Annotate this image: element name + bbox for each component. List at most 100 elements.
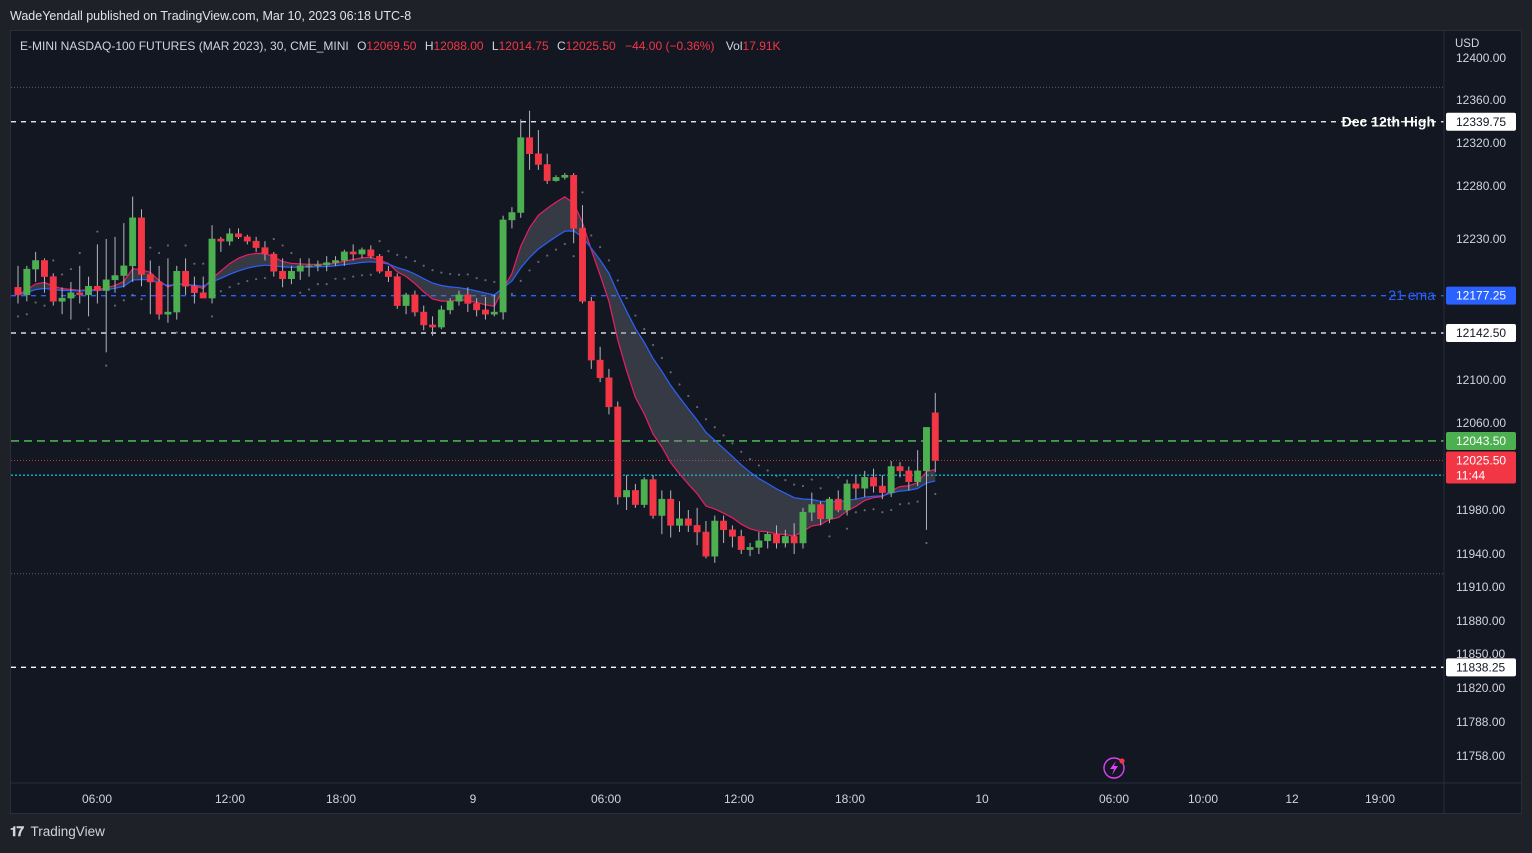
price-tags-layer: 12339.75 12177.25 12142.50 12043.50 11838.25… xyxy=(1446,112,1516,677)
candle-body xyxy=(23,268,31,296)
candle-body xyxy=(526,137,534,154)
candle-body xyxy=(384,270,392,277)
candle-body xyxy=(85,286,93,296)
candle-body xyxy=(14,287,22,296)
candle-body xyxy=(790,536,798,544)
trail-dot xyxy=(228,286,231,289)
trail-dot xyxy=(61,273,64,276)
candle-body xyxy=(623,490,631,498)
candle-body xyxy=(579,228,586,302)
trail-dot xyxy=(837,476,840,479)
trail-dot xyxy=(907,502,910,505)
trail-dot xyxy=(440,271,443,274)
tradingview-footer[interactable]: 𝟏𝟕 TradingView xyxy=(10,824,105,840)
trail-dot xyxy=(704,418,708,421)
x-tick-label: 06:00 xyxy=(591,792,621,806)
symbol-name[interactable]: E-MINI NASDAQ-100 FUTURES (MAR 2023), 30… xyxy=(20,39,349,53)
y-tick-label: 11880.00 xyxy=(1456,614,1505,628)
trail-dot xyxy=(263,276,267,280)
price-tag-bg xyxy=(1446,658,1516,677)
trail-dot xyxy=(457,273,461,276)
candle-body xyxy=(420,311,428,326)
chart-frame[interactable] xyxy=(10,30,1522,814)
trail-dot xyxy=(590,234,593,237)
candle-body xyxy=(455,294,463,302)
candle-body xyxy=(235,233,242,238)
price-tag: 12142.50 xyxy=(1456,326,1506,340)
trail-dot xyxy=(343,277,346,280)
trail-dot xyxy=(748,458,752,461)
candle-body xyxy=(173,270,181,313)
trail-dot xyxy=(581,191,584,194)
trail-dot xyxy=(255,278,258,281)
x-tick-label: 9 xyxy=(470,792,477,806)
candle-body xyxy=(587,301,595,361)
trail-dot xyxy=(801,484,805,488)
candle-body xyxy=(41,260,48,277)
candle-body xyxy=(367,249,375,257)
trail-dot xyxy=(616,279,619,282)
volume-value: 17.91K xyxy=(742,39,781,53)
trail-dot xyxy=(422,264,425,267)
trail-dot xyxy=(158,251,161,255)
high-label: H xyxy=(424,39,434,53)
candle-body xyxy=(323,262,331,266)
trail-dot xyxy=(290,251,293,255)
ema-band-fill xyxy=(18,196,936,537)
candle-body xyxy=(755,540,763,548)
candle-body xyxy=(614,406,622,498)
symbol-legend[interactable]: E-MINI NASDAQ-100 FUTURES (MAR 2023), 30… xyxy=(20,39,781,53)
trail-dot xyxy=(819,487,822,490)
trail-dot xyxy=(528,269,531,272)
candle-body xyxy=(138,217,145,275)
trail-dot xyxy=(431,269,434,272)
candle-body xyxy=(905,470,913,482)
candle-body xyxy=(190,286,198,293)
candle-body xyxy=(332,260,339,263)
candle-body xyxy=(517,137,525,213)
trail-dot xyxy=(634,314,637,317)
candle-body xyxy=(358,249,366,255)
trail-dot xyxy=(369,273,372,276)
price-tag-bg xyxy=(1446,286,1516,305)
trail-dot xyxy=(219,290,222,293)
candle-body xyxy=(58,297,66,302)
candle-body xyxy=(931,412,939,461)
candle-body xyxy=(914,470,922,482)
trail-dot xyxy=(105,364,108,367)
trail-dot xyxy=(272,237,275,241)
price-tag: 12043.50 xyxy=(1456,434,1506,448)
y-tick-label: 11910.00 xyxy=(1456,580,1505,594)
price-tag: 12339.75 xyxy=(1456,115,1506,129)
candle-body xyxy=(552,177,560,181)
price-level-label: Dec 12th High xyxy=(1342,113,1435,129)
candle-body xyxy=(667,498,675,526)
candle-body xyxy=(93,286,101,291)
currency-label[interactable]: USD xyxy=(1455,38,1480,50)
tradingview-logo-icon: 𝟏𝟕 xyxy=(10,824,24,839)
x-tick-label: 12 xyxy=(1285,792,1299,806)
y-tick-label: 11940.00 xyxy=(1456,547,1505,561)
trail-dot xyxy=(140,298,143,301)
trail-dot xyxy=(625,297,628,300)
candle-body xyxy=(499,219,507,313)
trail-dot xyxy=(890,508,893,512)
trail-dot xyxy=(898,503,902,506)
candle-body xyxy=(764,533,772,542)
candle-body xyxy=(490,311,498,315)
trail-dot xyxy=(669,371,672,374)
x-tick-label: 18:00 xyxy=(326,792,356,806)
x-tick-label: 06:00 xyxy=(1099,792,1129,806)
trail-dot xyxy=(757,464,760,467)
candle-body xyxy=(843,483,851,511)
candle-body xyxy=(596,359,604,379)
trail-dot xyxy=(607,259,611,262)
y-tick-label: 12360.00 xyxy=(1456,93,1506,107)
trail-dot xyxy=(202,262,205,265)
trail-dot xyxy=(299,291,302,294)
candle-body xyxy=(737,536,745,550)
candle-body xyxy=(67,292,75,299)
trail-dot xyxy=(925,541,928,545)
candle-body xyxy=(781,536,789,544)
